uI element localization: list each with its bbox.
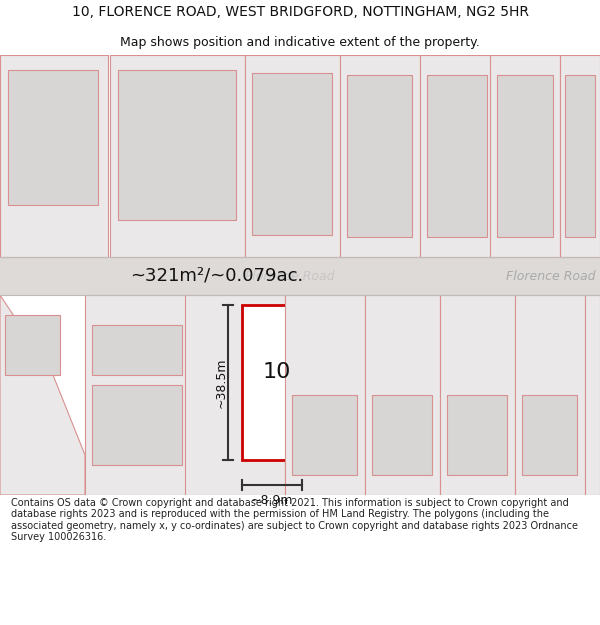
Bar [522,395,577,475]
Bar [447,395,507,475]
Bar [585,295,600,495]
Bar [92,385,182,465]
Bar [490,55,560,257]
Text: 10, FLORENCE ROAD, WEST BRIDGFORD, NOTTINGHAM, NG2 5HR: 10, FLORENCE ROAD, WEST BRIDGFORD, NOTTI… [71,5,529,19]
Bar [440,295,515,495]
Bar [285,295,365,495]
Bar [560,55,600,257]
Bar [118,70,236,220]
Bar [347,75,412,237]
Bar [372,395,432,475]
Bar [92,325,182,375]
Bar [8,70,98,205]
Bar [565,75,595,237]
Text: ~38.5m: ~38.5m [215,357,227,408]
Bar [365,295,440,495]
Bar [0,55,108,257]
Bar [5,315,60,375]
Bar [110,55,245,257]
Bar [497,75,553,237]
Text: Map shows position and indicative extent of the property.: Map shows position and indicative extent… [120,36,480,49]
Text: Florence Road: Florence Road [506,269,596,282]
Text: ~8.9m: ~8.9m [251,494,293,507]
Bar [292,395,357,475]
Text: Contains OS data © Crown copyright and database right 2021. This information is : Contains OS data © Crown copyright and d… [11,498,578,542]
Text: ~321m²/~0.079ac.: ~321m²/~0.079ac. [130,267,303,285]
Text: Florence Road: Florence Road [245,269,335,282]
Bar [0,257,600,295]
Bar [252,73,332,235]
Bar [85,295,190,495]
Text: 10: 10 [263,362,291,382]
Bar [515,295,585,495]
Bar [420,55,495,257]
Bar [242,305,302,460]
Bar [427,75,487,237]
Bar [340,55,420,257]
Polygon shape [0,295,85,495]
Bar [185,295,285,495]
Bar [245,55,340,257]
